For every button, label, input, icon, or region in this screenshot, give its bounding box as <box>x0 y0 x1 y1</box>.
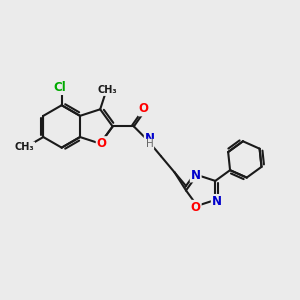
Text: N: N <box>145 132 155 145</box>
Text: Cl: Cl <box>54 81 67 94</box>
Text: N: N <box>191 169 201 182</box>
Text: O: O <box>97 137 107 150</box>
Text: CH₃: CH₃ <box>97 85 117 95</box>
Text: CH₃: CH₃ <box>15 142 34 152</box>
Text: O: O <box>191 201 201 214</box>
Text: H: H <box>146 140 154 149</box>
Text: O: O <box>139 102 148 116</box>
Text: N: N <box>212 195 222 208</box>
